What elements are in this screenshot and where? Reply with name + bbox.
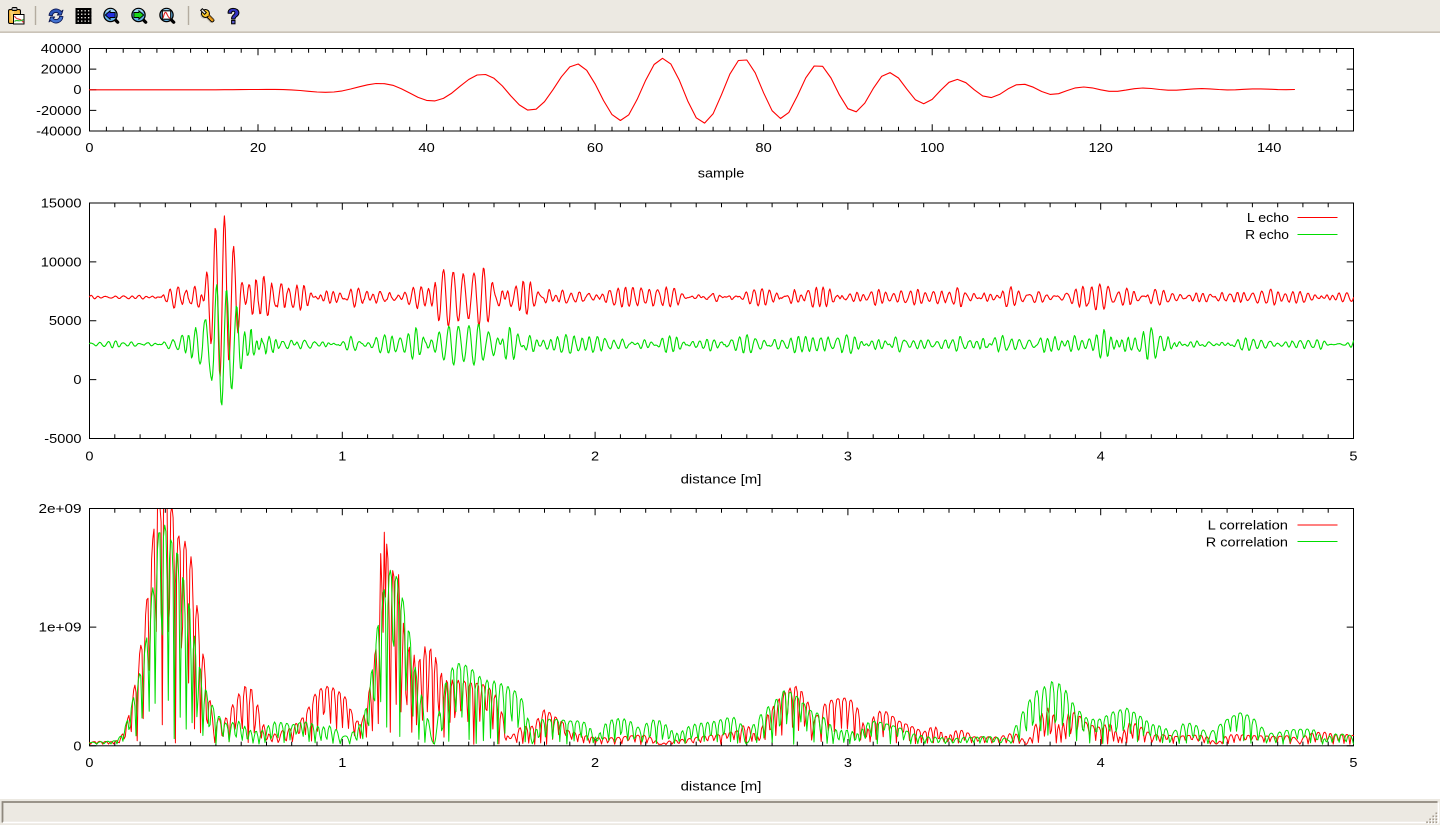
svg-text:2: 2: [591, 449, 599, 464]
svg-text:0: 0: [85, 140, 93, 155]
svg-text:L echo: L echo: [1247, 210, 1289, 225]
svg-text:0: 0: [85, 449, 93, 464]
svg-text:20000: 20000: [41, 62, 82, 77]
svg-text:distance [m]: distance [m]: [681, 779, 762, 794]
svg-text:-40000: -40000: [36, 124, 81, 139]
svg-text:40000: 40000: [41, 41, 82, 56]
svg-text:140: 140: [1257, 140, 1281, 155]
svg-text:L correlation: L correlation: [1208, 518, 1288, 533]
svg-text:0: 0: [73, 82, 81, 97]
svg-text:-5000: -5000: [44, 431, 81, 446]
svg-text:-20000: -20000: [36, 103, 81, 118]
svg-text:80: 80: [755, 140, 771, 155]
svg-text:20: 20: [250, 140, 266, 155]
svg-text:10000: 10000: [41, 254, 82, 269]
svg-text:3: 3: [844, 755, 852, 770]
svg-text:R echo: R echo: [1245, 227, 1289, 242]
svg-text:40: 40: [418, 140, 434, 155]
svg-text:1: 1: [338, 755, 346, 770]
svg-text:5: 5: [1349, 755, 1357, 770]
svg-text:1: 1: [338, 449, 346, 464]
svg-text:3: 3: [844, 449, 852, 464]
svg-text:2: 2: [591, 755, 599, 770]
svg-text:5: 5: [1349, 449, 1357, 464]
svg-text:120: 120: [1089, 140, 1113, 155]
svg-text:4: 4: [1097, 449, 1105, 464]
svg-text:sample: sample: [698, 166, 745, 181]
svg-text:15000: 15000: [41, 196, 82, 211]
svg-text:4: 4: [1097, 755, 1105, 770]
svg-text:0: 0: [73, 738, 81, 753]
svg-text:distance [m]: distance [m]: [681, 472, 762, 487]
svg-text:R correlation: R correlation: [1206, 535, 1288, 550]
svg-text:5000: 5000: [49, 313, 82, 328]
svg-text:60: 60: [587, 140, 603, 155]
svg-text:100: 100: [920, 140, 944, 155]
svg-text:1e+09: 1e+09: [39, 620, 82, 635]
svg-text:2e+09: 2e+09: [39, 501, 82, 516]
svg-text:0: 0: [73, 372, 81, 387]
svg-text:0: 0: [85, 755, 93, 770]
